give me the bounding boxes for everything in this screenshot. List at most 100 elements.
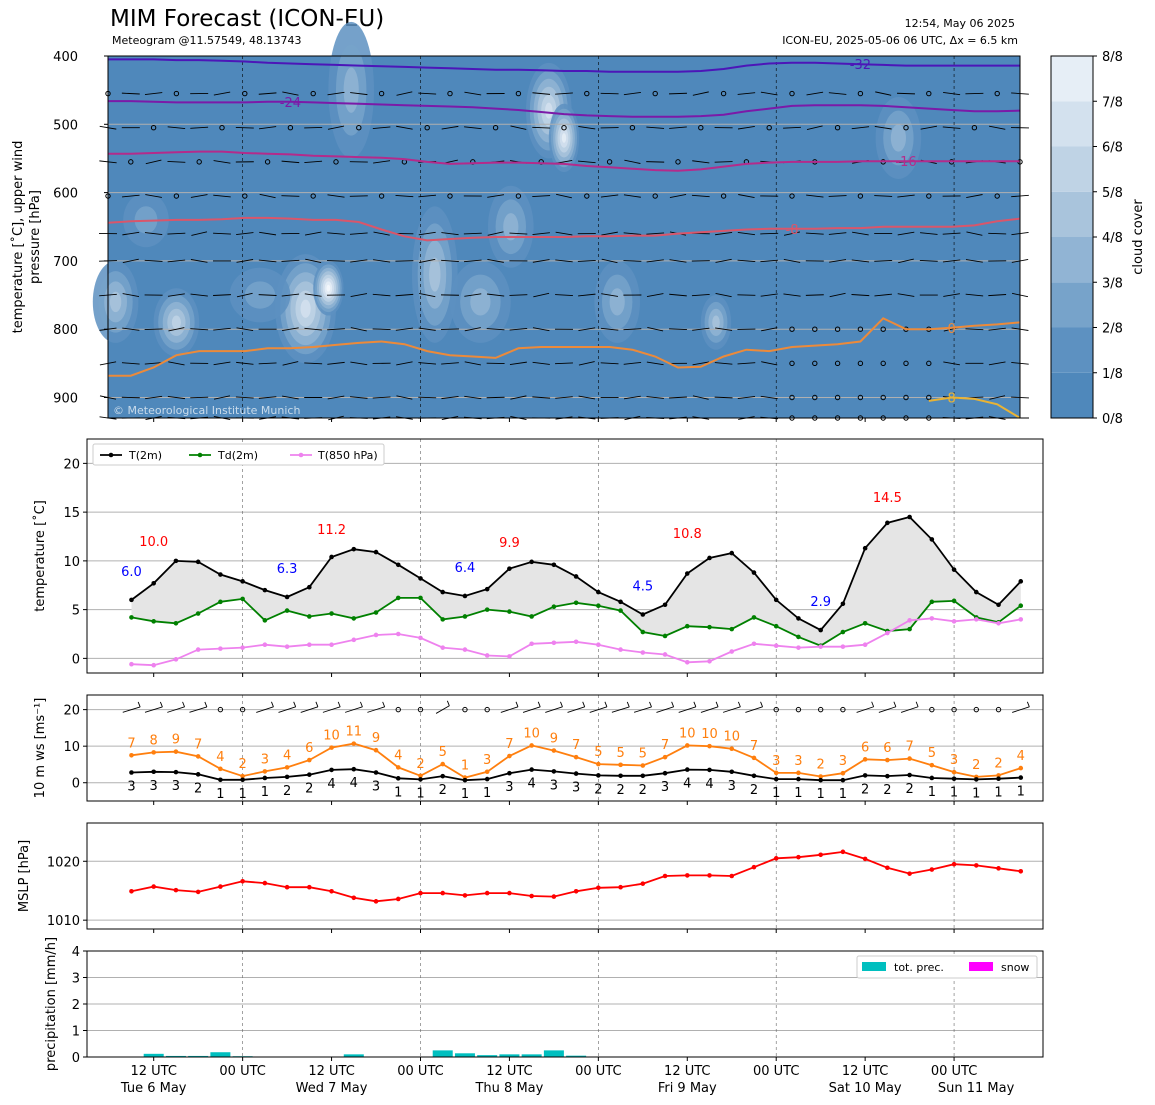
upper-wind-barb bbox=[464, 395, 482, 400]
upper-wind-barb bbox=[418, 327, 436, 331]
data-point bbox=[573, 574, 579, 579]
upper-wind-barb bbox=[966, 194, 983, 198]
y-axis-label: precipitation [mm/h] bbox=[44, 937, 59, 1071]
mslp-point bbox=[640, 881, 646, 886]
data-point bbox=[173, 620, 179, 626]
wind-barb-flag bbox=[582, 701, 586, 707]
calm-wind-marker bbox=[834, 360, 841, 367]
temperature-legend: T(2m) Td(2m) T(850 hPa) bbox=[92, 443, 385, 466]
colorbar-tick-label: 5/8 bbox=[1102, 186, 1123, 201]
mean-wind-point bbox=[195, 772, 201, 777]
data-point bbox=[618, 647, 623, 652]
upper-wind-barb bbox=[144, 232, 163, 236]
upper-wind-barb bbox=[669, 126, 687, 129]
gust-label: 7 bbox=[505, 737, 513, 752]
mean-wind-label: 3 bbox=[505, 780, 513, 795]
gust-point bbox=[262, 769, 268, 774]
data-point bbox=[929, 599, 935, 605]
upper-wind-barb bbox=[533, 292, 550, 298]
upper-wind-barb bbox=[532, 361, 550, 365]
calm-wind-marker bbox=[484, 706, 490, 713]
upper-wind-barb bbox=[168, 361, 185, 366]
gust-label: 10 bbox=[679, 726, 696, 741]
upper-wind-barb bbox=[624, 159, 641, 164]
upper-wind-barb bbox=[145, 159, 162, 165]
colorbar-segment bbox=[1051, 146, 1093, 192]
wind-barb bbox=[656, 706, 674, 713]
wind-barb-flag bbox=[315, 701, 319, 707]
precip-bar bbox=[210, 1052, 231, 1057]
gust-label: 6 bbox=[305, 741, 313, 756]
colorbar-segment bbox=[1051, 101, 1093, 147]
calm-wind-marker bbox=[795, 706, 802, 713]
data-point bbox=[484, 607, 490, 612]
y-tick-label: 1020 bbox=[47, 855, 80, 870]
mean-wind-label: 2 bbox=[439, 783, 447, 798]
upper-wind-barb bbox=[669, 92, 687, 95]
upper-wind-barb bbox=[486, 328, 505, 331]
mslp-point bbox=[284, 884, 290, 890]
upper-wind-barb bbox=[942, 259, 961, 263]
upper-wind-barb bbox=[532, 327, 550, 332]
x-date-label: Thu 8 May bbox=[474, 1081, 543, 1096]
gust-label: 7 bbox=[572, 738, 580, 753]
calm-wind-marker bbox=[424, 125, 430, 131]
y-tick-label: 10 bbox=[63, 555, 80, 570]
calm-wind-marker bbox=[561, 125, 567, 131]
data-point bbox=[840, 629, 846, 635]
upper-wind-barb bbox=[350, 259, 368, 263]
wind-barb bbox=[633, 706, 652, 713]
upper-wind-barb bbox=[418, 92, 437, 95]
min-temp-label: 6.3 bbox=[277, 562, 298, 577]
data-point bbox=[773, 643, 779, 648]
data-point bbox=[885, 630, 890, 636]
upper-wind-barb bbox=[372, 328, 391, 330]
wind-barb-flag bbox=[271, 701, 274, 707]
mslp-point bbox=[618, 884, 623, 890]
mean-wind-label: 3 bbox=[661, 780, 669, 795]
data-point bbox=[173, 558, 179, 564]
wind-barb-flag bbox=[760, 701, 763, 707]
precip-bar bbox=[343, 1054, 364, 1057]
y-tick-label: 20 bbox=[63, 704, 80, 719]
upper-wind-barb bbox=[555, 362, 573, 365]
upper-wind-barb bbox=[122, 258, 139, 264]
gust-point bbox=[596, 761, 601, 767]
mslp-point bbox=[218, 884, 223, 889]
mslp-point bbox=[262, 880, 268, 886]
upper-wind-barb bbox=[715, 292, 732, 298]
mean-wind-label: 4 bbox=[683, 777, 691, 792]
upper-wind-barb bbox=[281, 293, 300, 297]
upper-wind-barb bbox=[737, 294, 756, 296]
colorbar-tick-label: 2/8 bbox=[1102, 322, 1123, 337]
upper-wind-barb bbox=[213, 395, 231, 400]
cloud-patch bbox=[712, 315, 720, 330]
upper-wind-barb bbox=[122, 231, 140, 236]
gust-label: 4 bbox=[283, 748, 291, 763]
mslp-point bbox=[751, 864, 757, 870]
upper-wind-barb bbox=[213, 294, 231, 296]
upper-wind-barb bbox=[852, 231, 869, 236]
calm-wind-marker bbox=[880, 360, 886, 367]
y-tick-label: 20 bbox=[63, 457, 80, 472]
upper-wind-barb bbox=[760, 395, 778, 400]
upper-wind-barb bbox=[737, 92, 756, 95]
upper-wind-barb bbox=[327, 125, 345, 130]
data-point bbox=[862, 620, 868, 626]
upper-wind-barb bbox=[897, 194, 915, 198]
precip-bar bbox=[499, 1054, 520, 1057]
upper-wind-barb bbox=[441, 232, 459, 236]
gust-point bbox=[507, 753, 512, 759]
wind-barb-flag bbox=[293, 701, 297, 707]
upper-wind-barb bbox=[168, 327, 185, 332]
mean-wind-point bbox=[151, 769, 156, 775]
upper-wind-barb bbox=[555, 231, 573, 236]
gust-point bbox=[996, 773, 1001, 778]
upper-wind-barb bbox=[282, 91, 299, 96]
legend-label: snow bbox=[1001, 961, 1029, 974]
data-point bbox=[751, 641, 757, 647]
y-tick-label: 15 bbox=[63, 506, 80, 521]
isotherm-label: -24 bbox=[280, 96, 301, 111]
mean-wind-label: 2 bbox=[594, 782, 602, 797]
upper-wind-barb bbox=[805, 232, 824, 235]
